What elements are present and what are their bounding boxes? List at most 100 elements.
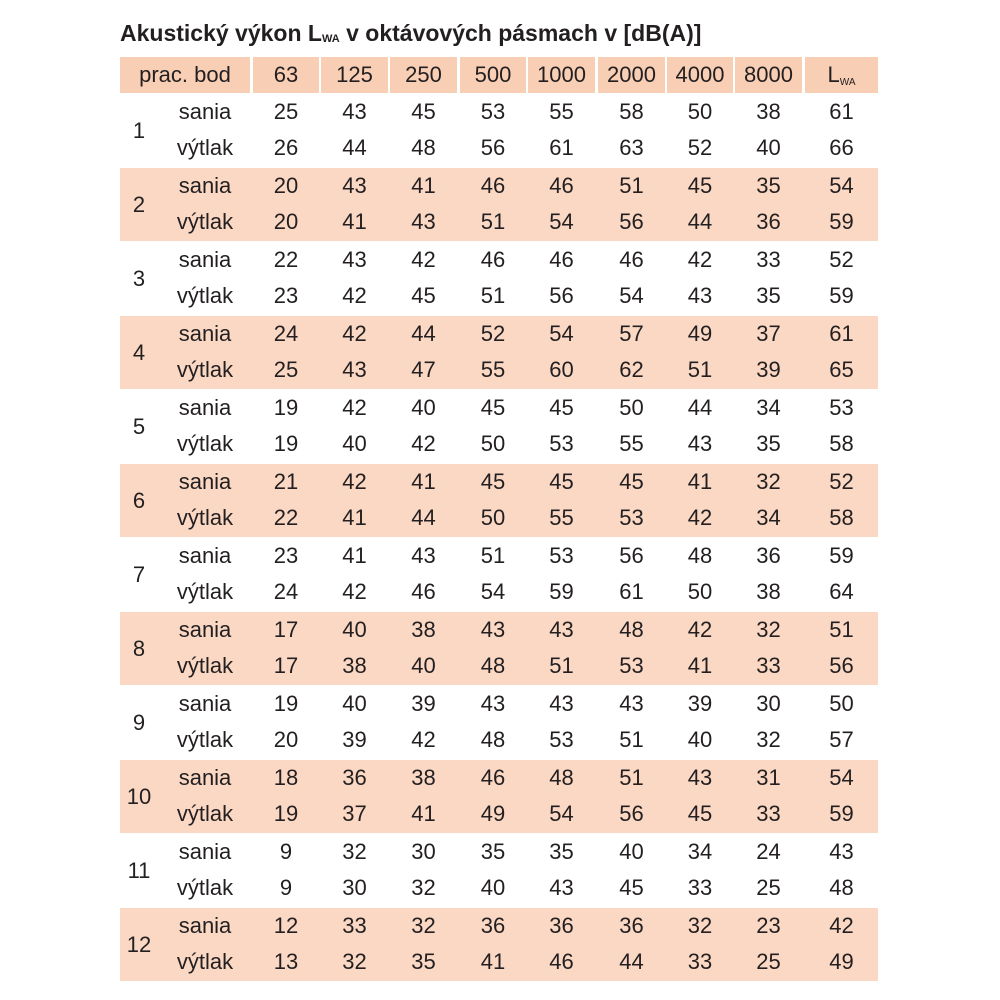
table-cell: 43 — [480, 617, 506, 642]
table-cell: 42 — [687, 505, 713, 530]
table-cell: 51 — [619, 765, 644, 790]
table-cell: 50 — [619, 395, 644, 420]
row-label-sania: sania — [178, 99, 232, 124]
table-row-group: 2 sania 20 43 41 46 46 51 45 35 54 výtlak 20 41 43 51 54… — [120, 168, 878, 241]
table-cell: 33 — [756, 801, 781, 826]
table-body: 1 sania 25 43 45 53 55 58 50 38 61 výtlak 26 44 48 56 61… — [120, 94, 878, 981]
row-label-sania: sania — [178, 913, 232, 938]
header-total-lwa: LWA — [805, 57, 878, 93]
title-prefix: Akustický výkon L — [120, 20, 322, 46]
table-cell: 46 — [480, 765, 506, 790]
table-cell-total: 52 — [829, 247, 854, 272]
table-cell-total: 61 — [829, 321, 854, 346]
row-label-sania: sania — [178, 321, 232, 346]
table-cell: 43 — [687, 283, 713, 308]
table-cell: 32 — [342, 839, 367, 864]
table-row-vytlak: výtlak 9 30 32 40 43 45 33 25 48 — [120, 870, 878, 906]
table-cell: 41 — [342, 543, 367, 568]
table-cell: 43 — [549, 617, 574, 642]
table-cell: 50 — [480, 505, 506, 530]
header-frequency-63: 63 — [273, 62, 299, 87]
table-cell: 32 — [756, 469, 781, 494]
table-cell: 51 — [480, 283, 506, 308]
table-cell-total: 42 — [829, 913, 854, 938]
table-cell: 43 — [687, 765, 713, 790]
operating-point-number: 10 — [126, 784, 152, 809]
table-cell: 35 — [756, 431, 781, 456]
table-cell-total: 64 — [829, 579, 854, 604]
header-cell-background — [321, 57, 388, 93]
table-cell: 42 — [687, 247, 713, 272]
operating-point-number: 6 — [132, 488, 146, 513]
operating-point-number: 4 — [132, 340, 146, 365]
header-cell-background — [120, 57, 250, 93]
table-cell: 20 — [273, 173, 299, 198]
table-cell: 54 — [549, 209, 574, 234]
table-cell-total: 43 — [829, 839, 854, 864]
header-frequency-4000: 4000 — [675, 62, 725, 87]
table-cell: 39 — [342, 727, 367, 752]
table-cell: 51 — [549, 653, 574, 678]
table-cell: 53 — [480, 99, 506, 124]
table-cell: 31 — [756, 765, 781, 790]
table-cell: 36 — [756, 543, 781, 568]
table-cell: 19 — [273, 801, 299, 826]
table-cell: 30 — [411, 839, 436, 864]
table-cell: 54 — [549, 321, 574, 346]
table-row-group: 4 sania 24 42 44 52 54 57 49 37 61 výtlak 25 43 47 55 60… — [120, 316, 878, 389]
table-cell-total: 66 — [829, 135, 854, 160]
table-cell: 34 — [756, 395, 781, 420]
table-cell: 19 — [273, 395, 299, 420]
table-cell: 38 — [756, 579, 781, 604]
table-cell: 24 — [273, 579, 299, 604]
table-cell: 9 — [279, 875, 293, 900]
table-cell: 48 — [411, 135, 436, 160]
table-cell: 32 — [411, 875, 436, 900]
table-row-group: 3 sania 22 43 42 46 46 46 42 33 52 výtlak 23 42 45 51 56… — [120, 242, 878, 315]
table-cell: 39 — [687, 691, 713, 716]
operating-point-number: 9 — [132, 710, 146, 735]
table-row-sania: sania 17 40 38 43 43 48 42 32 51 — [120, 612, 878, 648]
table-cell: 51 — [480, 543, 506, 568]
table-cell: 25 — [756, 875, 781, 900]
table-cell: 56 — [619, 209, 644, 234]
table-row-vytlak: výtlak 22 41 44 50 55 53 42 34 58 — [120, 500, 878, 536]
table-row-sania: sania 23 41 43 51 53 56 48 36 59 — [120, 538, 878, 574]
table-cell: 43 — [411, 543, 436, 568]
table-cell: 33 — [756, 653, 781, 678]
operating-point-number: 5 — [132, 414, 146, 439]
table-cell: 40 — [480, 875, 506, 900]
table-row-vytlak: výtlak 13 32 35 41 46 44 33 25 49 — [120, 944, 878, 980]
table-cell: 20 — [273, 209, 299, 234]
table-cell: 33 — [342, 913, 367, 938]
table-row-sania: sania 25 43 45 53 55 58 50 38 61 — [120, 94, 878, 130]
table-cell: 19 — [273, 431, 299, 456]
table-cell: 44 — [687, 395, 713, 420]
table-cell: 58 — [619, 99, 644, 124]
table-cell: 51 — [687, 357, 713, 382]
table-cell: 41 — [342, 209, 367, 234]
table-cell-total: 59 — [829, 283, 854, 308]
table-cell: 23 — [756, 913, 781, 938]
row-label-vytlak: výtlak — [176, 357, 234, 382]
table-cell: 42 — [342, 469, 367, 494]
table-cell: 42 — [342, 395, 367, 420]
table-cell: 47 — [411, 357, 436, 382]
table-row-sania: sania 19 40 39 43 43 43 39 30 50 — [120, 686, 878, 722]
table-cell-total: 58 — [829, 505, 854, 530]
table-cell-total: 61 — [829, 99, 854, 124]
table-cell-total: 65 — [829, 357, 854, 382]
table-cell: 43 — [619, 691, 644, 716]
table-cell: 42 — [687, 617, 713, 642]
table-row-sania: sania 12 33 32 36 36 36 32 23 42 — [120, 908, 878, 944]
header-cell-background — [253, 57, 319, 93]
header-cell-background — [805, 57, 878, 93]
table-cell: 49 — [480, 801, 506, 826]
table-cell: 61 — [619, 579, 644, 604]
table-cell: 56 — [619, 543, 644, 568]
table-cell: 45 — [619, 875, 644, 900]
table-row-vytlak: výtlak 20 39 42 48 53 51 40 32 57 — [120, 722, 878, 758]
table-cell: 17 — [273, 617, 299, 642]
operating-point-number: 2 — [132, 192, 146, 217]
table-cell-total: 59 — [829, 209, 854, 234]
